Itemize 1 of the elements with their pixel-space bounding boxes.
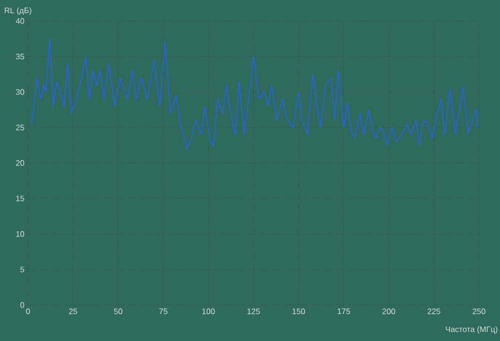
line-series — [31, 38, 479, 150]
